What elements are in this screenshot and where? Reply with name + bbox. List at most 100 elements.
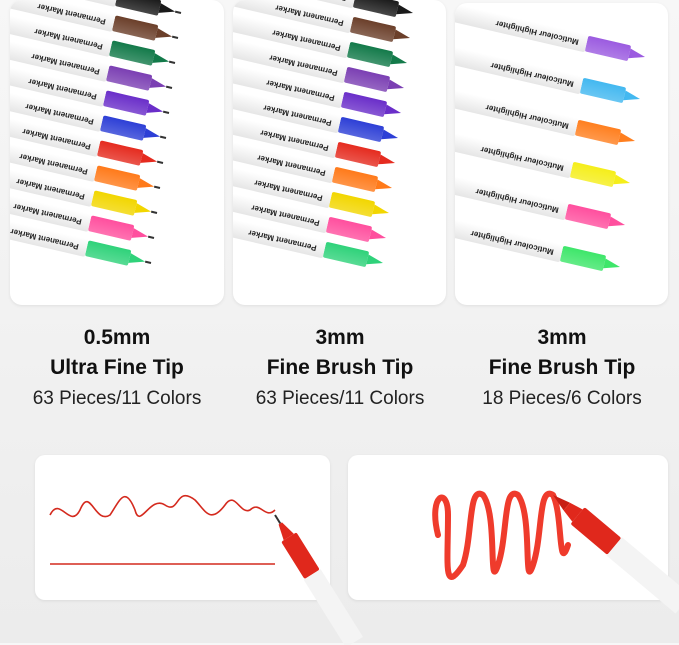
marker-tip [158, 3, 177, 17]
marker-barrel: Muticoleur Highlighter [455, 126, 574, 179]
red-brush-marker [553, 495, 679, 614]
marker-label: Permanent Marker [274, 2, 345, 28]
fine-brush-markers-panel: Permanent Marker Permanent Marker Permanen… [233, 0, 446, 305]
marker-label: Muticoleur Highlighter [490, 60, 575, 89]
marker-label: Muticoleur Highlighter [495, 18, 580, 47]
marker-cap [93, 165, 141, 191]
marker-cap [352, 0, 400, 18]
caption-fine-brush: 3mm Fine Brush Tip 63 Pieces/11 Colors [230, 323, 450, 415]
marker-tip [131, 228, 150, 242]
marker-tip [387, 79, 406, 93]
marker-cap [322, 241, 370, 268]
marker-tip [393, 29, 412, 43]
marker-cap [84, 240, 132, 266]
marker-cap [96, 140, 144, 166]
marker-tip [369, 229, 388, 243]
marker-label: Permanent Marker [24, 101, 95, 126]
marker-tip [128, 253, 147, 267]
marker-cap [574, 119, 622, 146]
marker-cap [579, 77, 627, 104]
tip-type: Fine Brush Tip [266, 356, 414, 379]
marker-cap [325, 216, 373, 243]
marker-label: Muticoleur Highlighter [470, 228, 555, 257]
tip-type: Ultra Fine Tip [50, 356, 184, 379]
marker-tip [603, 258, 622, 272]
marker-barrel: Muticoleur Highlighter [455, 3, 589, 53]
marker-label: Permanent Marker [15, 176, 86, 201]
marker-label: Permanent Marker [247, 227, 318, 253]
fine-line-demo-panel [35, 455, 363, 645]
marker-tip [375, 179, 394, 193]
marker-cap [340, 91, 388, 118]
fine-needle-tip [144, 260, 152, 264]
marker-label: Permanent Marker [253, 177, 324, 203]
marker-tip [152, 53, 171, 67]
fine-needle-tip [165, 85, 173, 89]
marker-tip [608, 216, 627, 230]
marker-tip [381, 129, 400, 143]
tip-size: 3mm [315, 326, 365, 349]
fine-needle-tip [168, 60, 176, 64]
marker-tip [384, 104, 403, 118]
brush-stroke-scribble [432, 490, 679, 614]
marker-tip [623, 90, 642, 104]
marker-tip [134, 203, 153, 217]
fine-needle-tip [150, 210, 158, 214]
marker-cap [331, 166, 379, 193]
ultra-fine-markers-panel: Permanent Marker Permanent Marker Permanen… [10, 0, 224, 305]
fine-needle-tip [156, 160, 164, 164]
piece-count: 18 Pieces/6 Colors [482, 388, 642, 409]
marker-cap [564, 203, 612, 230]
fine-needle-tip [159, 135, 167, 139]
marker-tip [140, 153, 159, 167]
marker-cap [114, 0, 162, 16]
marker-label: Permanent Marker [265, 77, 336, 103]
marker-tip [366, 254, 385, 268]
marker-label: Permanent Marker [271, 27, 342, 53]
marker-cap [346, 41, 394, 68]
fine-needle-tip [147, 235, 155, 239]
marker-label: Permanent Marker [30, 51, 101, 76]
tip-type: Fine Brush Tip [488, 356, 636, 379]
caption-highlighter: 3mm Fine Brush Tip 18 Pieces/6 Colors [452, 323, 672, 415]
marker-label: Muticoleur Highlighter [485, 102, 570, 131]
marker-cap [334, 141, 382, 168]
marker-cap [105, 65, 153, 91]
marker-tip [372, 204, 391, 218]
tip-size: 0.5mm [83, 326, 151, 349]
marker-barrel: Muticoleur Highlighter [455, 168, 569, 221]
marker-tip [613, 174, 632, 188]
marker-tip [618, 132, 637, 146]
marker-label: Permanent Marker [18, 151, 89, 176]
piece-count: 63 Pieces/11 Colors [32, 388, 202, 409]
marker-cap [337, 116, 385, 143]
marker-tip [143, 128, 162, 142]
highlighter-panel: Muticoleur Highlighter Muticoleur Highlig… [455, 3, 668, 305]
marker-barrel: Muticoleur Highlighter [455, 42, 584, 95]
marker-label: Permanent Marker [27, 76, 98, 101]
marker-cap [90, 190, 138, 216]
marker-barrel: Muticoleur Highlighter [455, 210, 564, 263]
marker-tip [396, 4, 415, 18]
marker-barrel: Muticoleur Highlighter [455, 84, 579, 137]
fine-needle-tip [162, 110, 170, 114]
marker-label: Muticoleur Highlighter [480, 144, 565, 173]
tip-size: 3mm [537, 326, 587, 349]
caption-ultra-fine: 0.5mm Ultra Fine Tip 63 Pieces/11 Colors [7, 323, 227, 415]
marker-cap [87, 215, 135, 241]
marker-cap [111, 15, 159, 41]
marker-label: Permanent Marker [36, 1, 107, 26]
marker-label: Permanent Marker [259, 127, 330, 153]
fine-line-scribble [49, 494, 363, 645]
piece-count: 63 Pieces/11 Colors [255, 388, 425, 409]
marker-label: Permanent Marker [250, 202, 321, 228]
marker-cap [559, 245, 607, 272]
marker-label: Permanent Marker [256, 152, 327, 178]
marker-tip [146, 103, 165, 117]
marker-cap [99, 115, 147, 141]
marker-cap [569, 161, 617, 188]
marker-label: Permanent Marker [10, 226, 80, 251]
brush-stroke-demo-panel [348, 455, 679, 614]
marker-label: Permanent Marker [21, 126, 92, 151]
marker-tip [155, 28, 174, 42]
